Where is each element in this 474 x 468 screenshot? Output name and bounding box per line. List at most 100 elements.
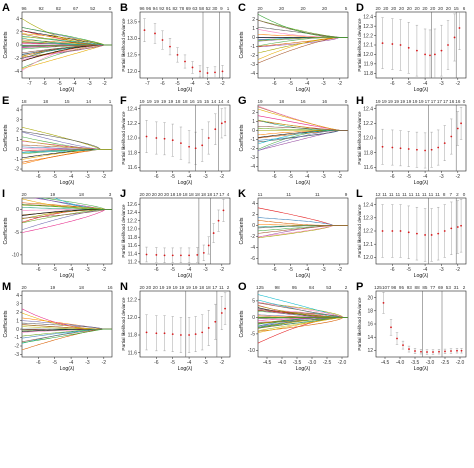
top-tick-label: 19 bbox=[147, 99, 153, 104]
x-tick-label: -2.5 bbox=[441, 360, 450, 366]
coefficient-path bbox=[22, 44, 112, 46]
y-tick-label: -3 bbox=[251, 155, 256, 161]
y-tick-label: -5 bbox=[15, 230, 20, 236]
mean-point bbox=[381, 42, 384, 45]
coefficient-path bbox=[258, 37, 348, 64]
x-tick-label: -3 bbox=[321, 174, 326, 180]
coefficient-path bbox=[258, 225, 348, 238]
y-tick-label: 0 bbox=[16, 327, 19, 333]
y-tick-label: 13.5 bbox=[127, 20, 137, 26]
y-tick-label: 3 bbox=[16, 117, 19, 123]
panel-e: E 18 18 15 14 1 -6 -5 -4 -3 -2 4 3 2 1 0 -1 -2 Log(λ) Coeff… bbox=[2, 95, 113, 186]
mean-point bbox=[199, 70, 201, 73]
y-tick-label: -1 bbox=[15, 335, 20, 341]
top-tick-label: 20 bbox=[300, 6, 306, 11]
top-tick-label: 2 bbox=[345, 285, 348, 290]
panel-label: L bbox=[356, 188, 363, 200]
x-tick-label: -3 bbox=[203, 360, 208, 366]
top-tick-label: 19 bbox=[154, 99, 160, 104]
mean-point bbox=[456, 127, 459, 130]
top-tick-label: 95 bbox=[292, 285, 298, 290]
top-tick-label: 19 bbox=[176, 192, 182, 197]
y-tick-label: -5 bbox=[251, 332, 256, 338]
plot-frame bbox=[257, 197, 349, 265]
mean-point bbox=[188, 145, 190, 148]
x-tick-label: -5 bbox=[171, 267, 176, 273]
mean-point bbox=[143, 29, 146, 32]
mean-point bbox=[171, 333, 174, 336]
plot-area bbox=[22, 308, 112, 351]
x-tick-label: -5 bbox=[53, 174, 58, 180]
x-tick-label: -6 bbox=[36, 267, 41, 273]
x-tick-label: -5 bbox=[407, 174, 412, 180]
y-tick-label: 14 bbox=[367, 335, 373, 341]
top-tick-label: 20 bbox=[407, 6, 413, 11]
top-tick-label: 15 bbox=[64, 99, 70, 104]
x-tick-label: -2 bbox=[220, 174, 225, 180]
mean-point bbox=[188, 334, 190, 336]
coefficient-path bbox=[258, 207, 348, 226]
top-tick-label: 20 bbox=[152, 192, 158, 197]
plot-frame bbox=[375, 197, 467, 265]
panel-label: N bbox=[120, 281, 128, 293]
panel-label: A bbox=[2, 2, 10, 14]
coefficient-path bbox=[258, 130, 348, 145]
y-tick-label: 12.0 bbox=[127, 69, 137, 75]
x-axis-label: Log(λ) bbox=[60, 273, 75, 279]
panel-k: K 11 11 11 9 -6 -5 -4 -3 -2 4 2 0 -2 -4 -6 Log(λ) Coeffic… bbox=[238, 188, 349, 279]
panel-d: D 20 20 20 20 20 20 20 20 20 20 15 6-6 -5 -4 -3 -212.412… bbox=[356, 2, 467, 93]
top-tick-label: 18 bbox=[175, 99, 181, 104]
y-tick-label: 2 bbox=[252, 17, 255, 23]
top-tick-label: 19 bbox=[412, 99, 418, 104]
y-tick-label: 11.8 bbox=[364, 150, 374, 156]
mean-point bbox=[434, 53, 436, 56]
top-tick-label: 2 bbox=[463, 285, 466, 290]
top-tick-label: 107 bbox=[382, 285, 390, 290]
coefficient-path bbox=[22, 202, 112, 210]
mean-point bbox=[176, 54, 179, 56]
x-tick-label: -2.0 bbox=[456, 360, 465, 366]
x-tick-label: -5 bbox=[57, 81, 62, 87]
x-axis-label: Log(λ) bbox=[60, 366, 75, 372]
y-tick-label: -2 bbox=[15, 167, 20, 173]
coefficient-path bbox=[22, 328, 112, 343]
top-tick-label: 88 bbox=[415, 285, 421, 290]
top-tick-label: 19 bbox=[394, 99, 400, 104]
mean-point bbox=[424, 234, 426, 236]
x-tick-label: -6 bbox=[154, 174, 159, 180]
top-tick-label: 20 bbox=[164, 192, 170, 197]
y-axis-label: Coefficients bbox=[239, 31, 245, 58]
y-tick-label: 12.1 bbox=[363, 43, 373, 49]
x-tick-label: -6 bbox=[42, 81, 47, 87]
top-tick-label: 92 bbox=[159, 6, 165, 11]
y-axis-label: Coefficients bbox=[3, 124, 9, 151]
y-tick-label: 18 bbox=[367, 309, 373, 315]
y-tick-label: -4 bbox=[251, 71, 256, 77]
coefficient-path bbox=[40, 198, 112, 210]
mean-point bbox=[390, 326, 392, 329]
plot-area bbox=[381, 105, 463, 171]
top-tick-label: 82 bbox=[173, 6, 179, 11]
mean-point bbox=[444, 350, 446, 353]
panel-label: K bbox=[238, 188, 246, 200]
panel-g: G 19 18 16 16 0-6 -5 -4 -3 -2210-1-2-3-4Log(λ)Coe… bbox=[238, 95, 349, 186]
top-tick-label: 12 bbox=[375, 192, 381, 197]
mean-point bbox=[207, 327, 210, 329]
x-axis-label: Log(λ) bbox=[296, 180, 311, 186]
top-tick-label: 17 bbox=[431, 99, 437, 104]
coefficient-path bbox=[258, 225, 348, 239]
y-tick-label: 11.8 bbox=[128, 150, 138, 156]
top-tick-label: 19 bbox=[139, 99, 145, 104]
mean-point bbox=[443, 230, 446, 232]
y-tick-label: 0 bbox=[252, 35, 255, 41]
y-axis-label: Partial likelihood deviance bbox=[121, 18, 126, 72]
top-tick-label: 18 bbox=[207, 192, 213, 197]
mean-point bbox=[408, 348, 410, 350]
top-tick-label: 20 bbox=[422, 6, 428, 11]
x-tick-label: -4.0 bbox=[396, 360, 405, 366]
x-axis-label: Log(λ) bbox=[414, 180, 429, 186]
top-tick-label: 16 bbox=[455, 99, 461, 104]
top-tick-label: 20 bbox=[158, 192, 164, 197]
y-tick-label: 1 bbox=[16, 137, 19, 143]
x-tick-label: -2 bbox=[102, 267, 107, 273]
